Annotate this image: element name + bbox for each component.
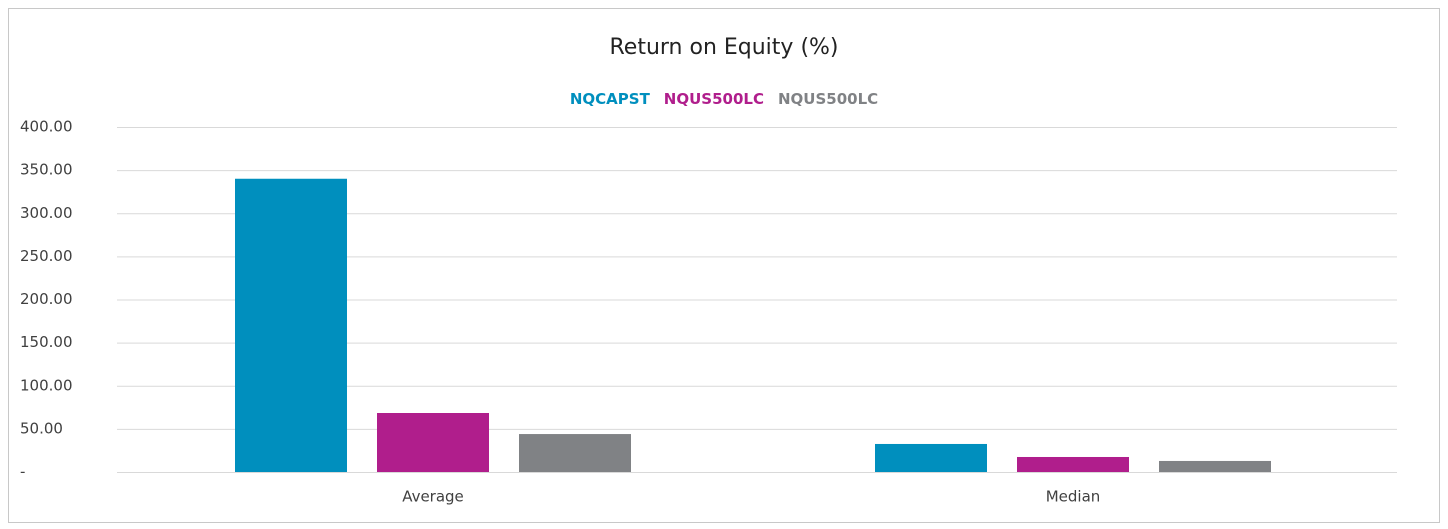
y-tick-label: 150.00: [20, 333, 73, 351]
y-tick-label: -: [20, 463, 25, 481]
chart-border: [8, 8, 1440, 523]
x-tick-label: Median: [1046, 488, 1101, 506]
y-tick-label: 350.00: [20, 161, 73, 179]
legend-entry: NQUS500LC: [778, 90, 878, 108]
y-tick-label: 100.00: [20, 376, 73, 394]
x-tick-label: Average: [402, 488, 464, 506]
y-tick-label: 400.00: [20, 118, 73, 136]
y-tick-label: 300.00: [20, 204, 73, 222]
y-tick-label: 250.00: [20, 247, 73, 265]
bar: [875, 443, 987, 472]
bar: [235, 178, 347, 472]
legend: NQCAPST NQUS500LC NQUS500LC: [570, 90, 878, 108]
y-tick-label: 200.00: [20, 290, 73, 308]
legend-entry: NQUS500LC: [664, 90, 764, 108]
bar: [377, 413, 489, 472]
legend-entry: NQCAPST: [570, 90, 651, 108]
y-tick-label: 50.00: [20, 419, 63, 437]
bar: [1017, 456, 1129, 472]
chart-title: Return on Equity (%): [609, 35, 838, 60]
bar: [519, 434, 631, 472]
bar: [1159, 460, 1271, 472]
